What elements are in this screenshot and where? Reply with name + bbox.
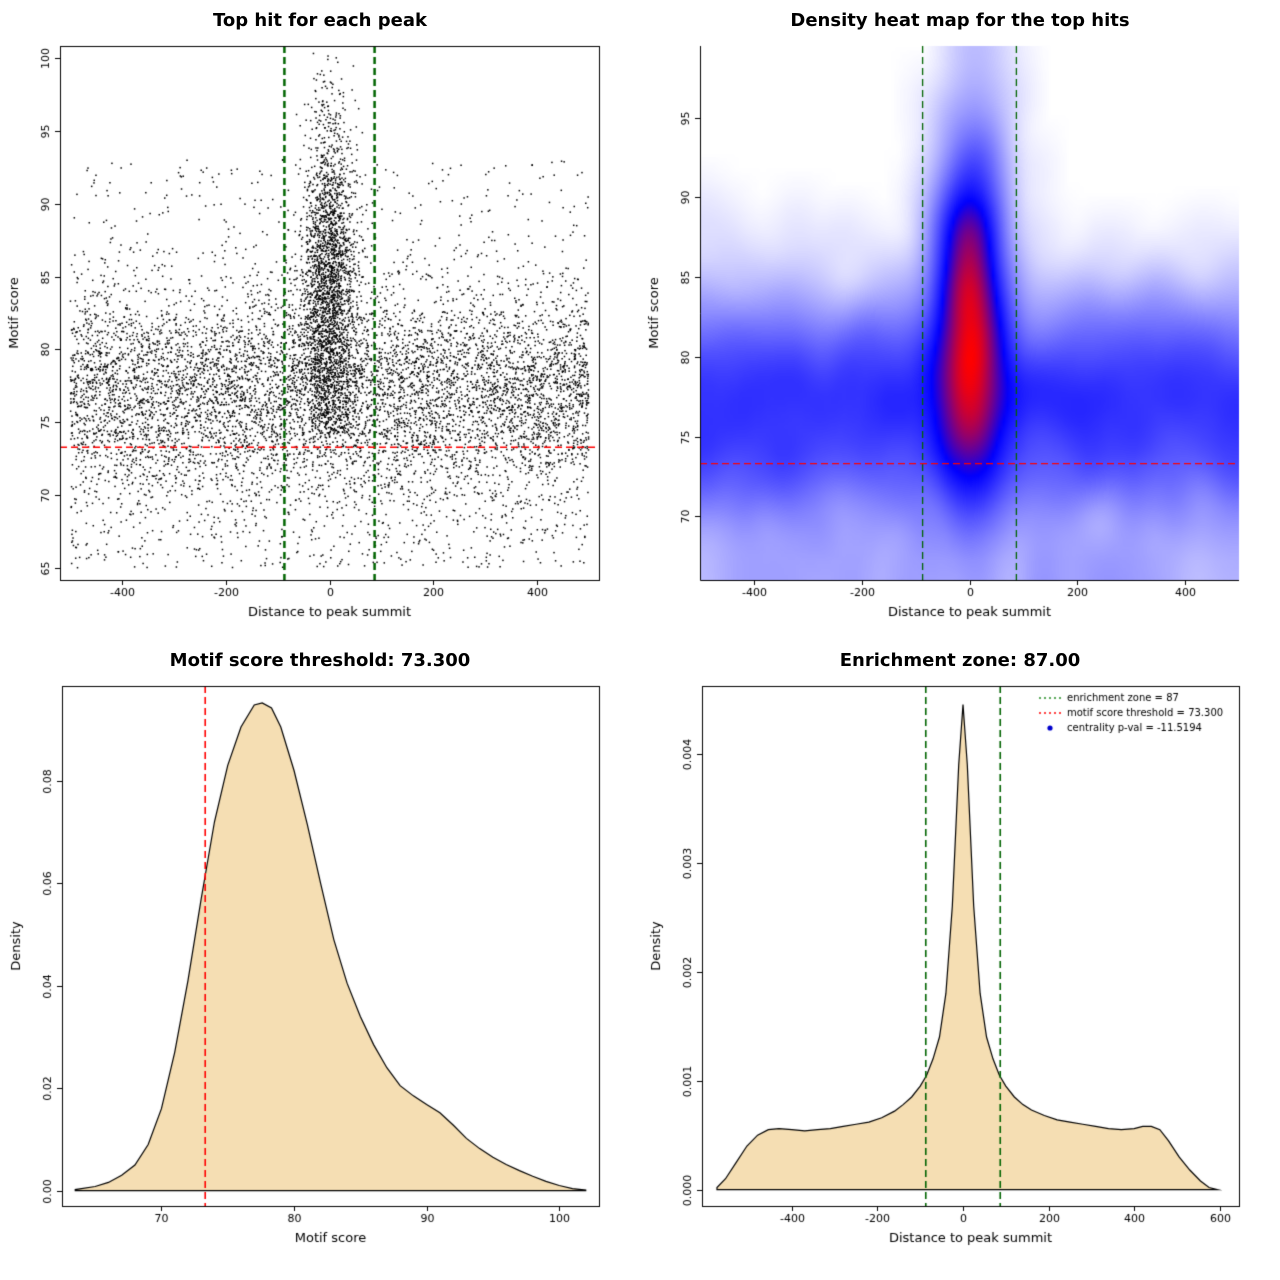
panel-top-hit-scatter: Top hit for each peak [0, 0, 640, 640]
panel-distance-density: Enrichment zone: 87.00 [640, 640, 1280, 1280]
score-density-title: Motif score threshold: 73.300 [169, 650, 471, 671]
panel-motif-score-density: Motif score threshold: 73.300 [0, 640, 640, 1280]
scatter-title: Top hit for each peak [213, 10, 427, 31]
score-density-canvas [0, 640, 640, 1280]
distance-density-canvas [640, 640, 1280, 1280]
heatmap-canvas [640, 0, 1280, 640]
distance-density-title: Enrichment zone: 87.00 [839, 650, 1081, 671]
scatter-canvas [0, 0, 640, 640]
heatmap-title: Density heat map for the top hits [790, 10, 1130, 31]
panel-density-heatmap: Density heat map for the top hits [640, 0, 1280, 640]
